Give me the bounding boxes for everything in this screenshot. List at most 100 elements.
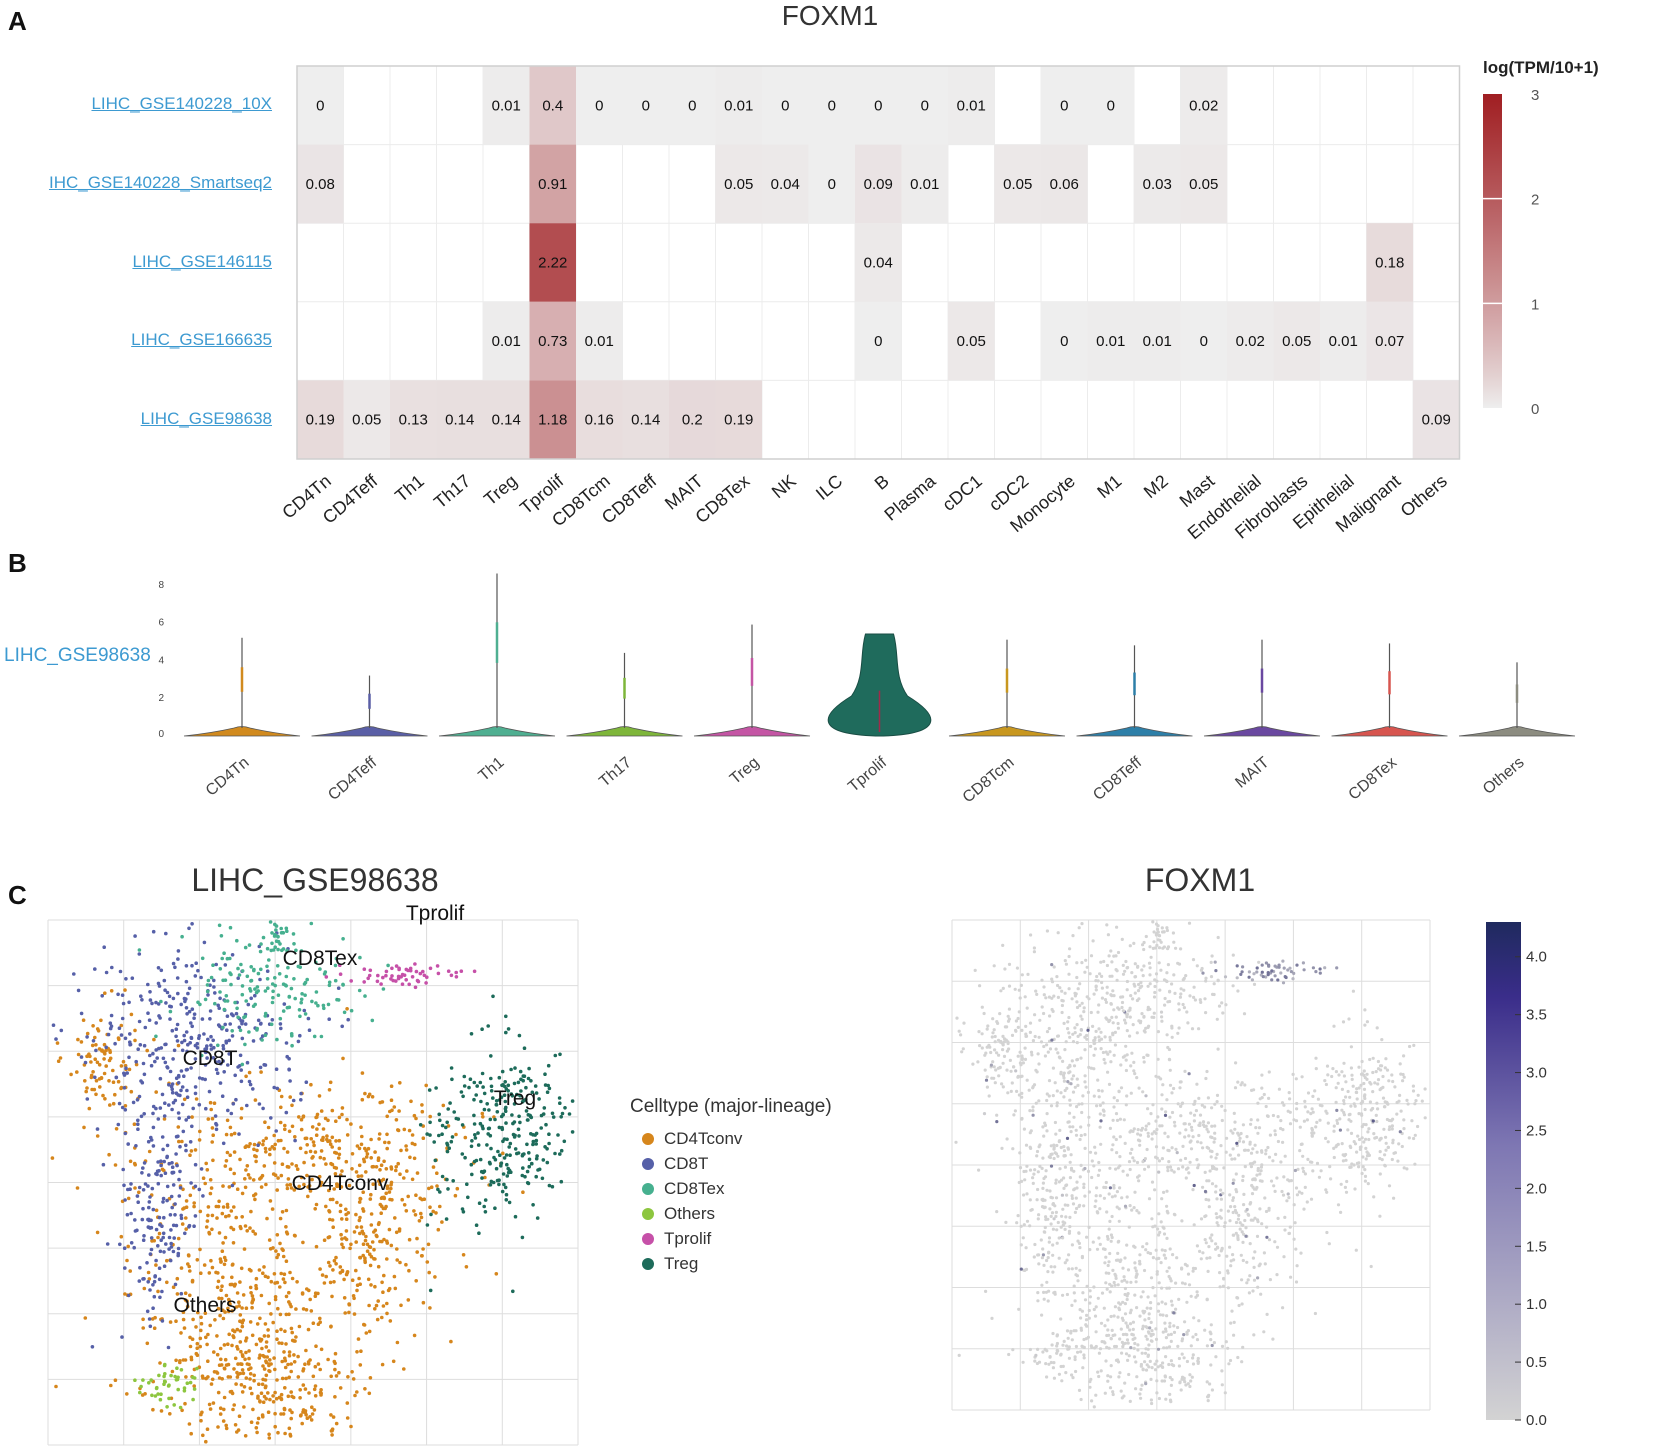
umap-point-cd4tconv [278,1312,283,1317]
foxm1-umap-point [1087,1308,1091,1313]
foxm1-umap-point [1071,1376,1075,1380]
foxm1-umap-point [1266,973,1270,977]
umap-point-cd4tconv [220,1211,225,1216]
umap-point-cd4tconv [360,1097,365,1102]
umap-point-treg [540,1176,545,1181]
umap-point-treg [529,1079,533,1083]
umap-point-cd4tconv [95,1027,100,1031]
foxm1-umap-point [1133,962,1137,966]
foxm1-umap-point [1183,1069,1187,1073]
heatmap-row-link-1[interactable]: IHC_GSE140228_Smartseq2 [48,172,272,192]
umap-point-cd8t [163,1060,168,1065]
umap-point-cd8t [156,981,161,986]
foxm1-umap-point [1080,961,1084,965]
foxm1-umap-point [1107,954,1111,958]
foxm1-umap-point [1089,954,1094,958]
foxm1-umap-point [1165,1209,1169,1213]
foxm1-umap-point [1154,972,1159,976]
umap-point-cd4tconv [245,1164,250,1168]
umap-point-cd8t [170,1161,174,1165]
foxm1-umap-point [1115,1118,1120,1122]
umap-point-cd4tconv [329,1325,333,1329]
foxm1-umap-point [1259,1292,1263,1296]
foxm1-umap-point [1160,1157,1164,1161]
umap-point-cd4tconv [279,1392,284,1397]
umap-point-tprolif [428,966,433,971]
umap-point-cd4tconv [374,1165,379,1169]
foxm1-umap-point [1006,1014,1010,1018]
foxm1-umap-point [1296,1167,1300,1171]
umap-point-cd4tconv [257,1337,262,1341]
foxm1-umap-point [1145,1242,1149,1246]
foxm1-umap-point [1135,998,1139,1003]
foxm1-umap-point [1045,1258,1049,1263]
foxm1-umap-point [1022,1223,1026,1227]
foxm1-umap-point [1103,1261,1107,1265]
umap-point-cd4tconv [358,1231,362,1236]
umap-point-cd8tex [290,1033,294,1038]
umap-point-cd4tconv [326,1357,330,1362]
foxm1-umap-point [1112,1314,1116,1318]
umap-point-cd4tconv [206,1117,211,1121]
foxm1-umap-point [1052,1156,1056,1161]
umap-point-cd8t [185,1067,189,1072]
heatmap-cell [529,223,576,302]
foxm1-umap-point [1181,978,1185,982]
umap-point-cd4tconv [82,1125,86,1130]
foxm1-umap-point [1311,1169,1315,1173]
foxm1-umap-point [1099,1321,1104,1325]
foxm1-umap-point [1042,1176,1046,1181]
umap-point-cd4tconv [194,1097,199,1101]
umap-point-cd4tconv [220,1377,224,1381]
foxm1-umap-point [1071,1125,1075,1129]
umap-point-treg [515,1092,519,1097]
umap-point-tprolif [413,985,418,990]
foxm1-umap-point [1135,1160,1140,1165]
foxm1-umap-point [1045,1098,1049,1103]
umap-point-cd4tconv [248,1377,252,1381]
umap-point-cd4tconv [216,1425,220,1429]
umap-point-cd4tconv [279,1271,284,1276]
umap-point-cd4tconv [394,1118,399,1122]
umap-point-treg [445,1120,450,1125]
foxm1-umap-point [1139,1396,1143,1400]
umap-point-cd4tconv [83,1316,88,1320]
umap-point-cd8t [336,986,341,990]
foxm1-umap-point [1105,1234,1110,1239]
foxm1-umap-point [1334,1100,1338,1104]
foxm1-umap-point [1061,1293,1065,1297]
foxm1-umap-point [1350,1073,1354,1077]
foxm1-umap-point [1078,1175,1082,1179]
heatmap-row-link-2[interactable]: LIHC_GSE146115 [132,251,272,271]
umap-point-cd4tconv [404,1144,408,1148]
umap-point-cd4tconv [308,1358,312,1362]
foxm1-umap-point [1293,1221,1297,1225]
umap-point-cd8t [203,1063,208,1067]
umap-point-cd8t [175,1039,180,1043]
foxm1-umap-point [1132,1355,1137,1359]
umap-point-cd8t [178,1093,182,1098]
heatmap-row-link-0[interactable]: LIHC_GSE140228_10X [91,94,272,114]
foxm1-umap-point [1079,1028,1083,1032]
umap-point-cd4tconv [253,1098,258,1102]
umap-point-cd4tconv [204,1225,209,1229]
umap-point-treg [543,1083,548,1087]
foxm1-umap-point [1154,1248,1158,1252]
heatmap-cell-value: 0 [1107,97,1115,114]
foxm1-umap-point [1168,1068,1172,1072]
umap-point-treg [454,1116,459,1121]
foxm1-umap-point [1063,959,1067,963]
foxm1-umap-point [1220,1001,1224,1005]
foxm1-umap-point [1167,1160,1171,1164]
umap-point-cd8t [187,1009,192,1014]
umap-point-cd4tconv [389,1098,394,1102]
umap-point-cd8t [291,1098,296,1103]
heatmap-row-link-4[interactable]: LIHC_GSE98638 [140,408,272,428]
heatmap-row-link-3[interactable]: LIHC_GSE166635 [131,330,272,350]
umap-point-cd4tconv [152,1037,156,1042]
foxm1-umap-point [1209,960,1213,964]
umap-point-cd8t [183,999,187,1004]
foxm1-umap-point [1121,1332,1125,1337]
heatmap-cell-value: 0.01 [1096,333,1125,350]
foxm1-umap-point [1182,1122,1186,1126]
